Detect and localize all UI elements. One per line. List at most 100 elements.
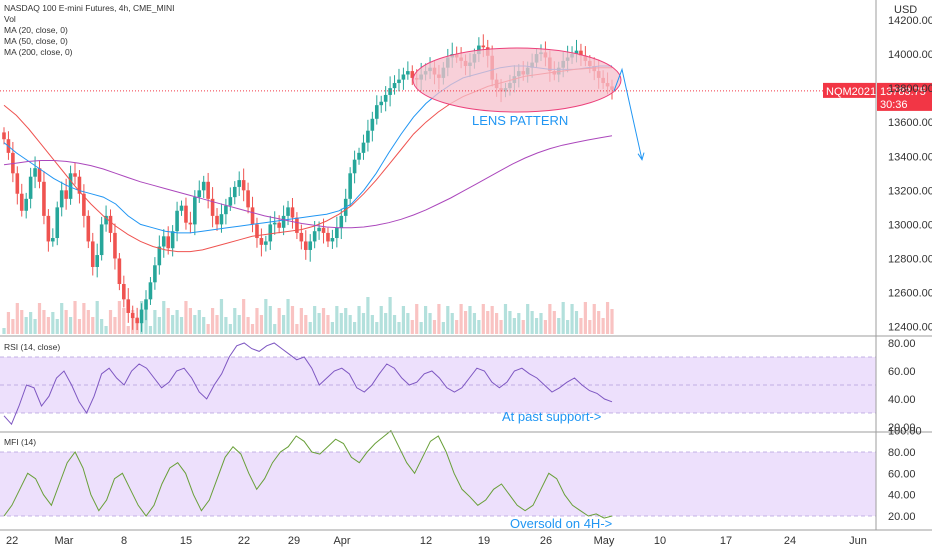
volume-bar	[313, 306, 317, 334]
volume-bar	[486, 311, 490, 334]
mfi-tick-label: 80.00	[888, 447, 916, 459]
candle-body	[126, 299, 131, 313]
price-tick-label: 13000.00	[888, 219, 932, 231]
price-tick-label: 13400.00	[888, 151, 932, 163]
volume-bar	[437, 304, 441, 334]
time-tick-label: 17	[720, 535, 732, 547]
candle-body	[241, 180, 246, 191]
volume-bar	[162, 301, 166, 334]
volume-bar	[64, 310, 68, 334]
mfi-tick-label: 60.00	[888, 468, 916, 480]
volume-bar	[597, 311, 601, 334]
mfi-pane[interactable]: Oversold on 4H->	[0, 429, 876, 531]
volume-bar	[295, 324, 299, 334]
volume-bar	[499, 320, 503, 334]
candle-body	[144, 299, 148, 310]
candle-body	[401, 74, 406, 80]
volume-bar	[193, 315, 197, 334]
volume-bar	[281, 315, 286, 334]
candle-body	[361, 142, 366, 153]
volume-bar	[273, 324, 277, 334]
volume-bar	[459, 304, 463, 334]
ma50-label: MA (50, close, 0)	[4, 36, 68, 46]
volume-bar	[481, 304, 485, 334]
candle-body	[15, 173, 20, 194]
volume-bar	[566, 320, 570, 334]
candle-body	[24, 198, 28, 211]
volume-bar	[122, 308, 126, 334]
candle-body	[357, 152, 361, 160]
symbol-title: NASDAQ 100 E-mini Futures, 4h, CME_MINI	[4, 3, 175, 13]
volume-bar	[348, 315, 352, 334]
ma200-label: MA (200, close, 0)	[4, 47, 73, 57]
candle-body	[68, 173, 73, 199]
candle-body	[113, 232, 117, 259]
volume-bar	[233, 308, 237, 334]
volume-bar	[352, 322, 357, 334]
volume-bar	[148, 326, 153, 334]
candle-body	[64, 190, 68, 199]
volume-bar	[242, 299, 246, 334]
price-tick-label: 14200.00	[888, 15, 932, 27]
candle-body	[410, 71, 415, 78]
candle-body	[51, 238, 55, 242]
volume-bar	[424, 306, 428, 334]
price-tick-label: 13600.00	[888, 117, 932, 129]
volume-bar	[530, 311, 534, 334]
candle-body	[574, 50, 579, 55]
volume-bar	[512, 318, 516, 334]
volume-bar	[77, 319, 82, 334]
candle-body	[19, 193, 24, 211]
volume-bar	[397, 322, 401, 334]
volume-bar	[33, 319, 37, 334]
candle-body	[108, 215, 113, 233]
volume-bar	[335, 306, 339, 334]
projection-arrowhead	[637, 152, 645, 161]
volume-bar	[108, 310, 113, 334]
volume-bar	[224, 317, 228, 334]
candle-body	[246, 190, 250, 208]
volume-bar	[277, 308, 281, 334]
volume-bar	[410, 320, 414, 334]
candle-body	[193, 197, 197, 225]
volume-bar	[463, 311, 468, 334]
candle-body	[201, 181, 206, 191]
volume-bar	[184, 301, 188, 334]
volume-bar	[583, 302, 587, 334]
candle-body	[290, 207, 295, 218]
volume-bar	[552, 311, 556, 334]
candle-body	[335, 227, 339, 239]
volume-bar	[15, 303, 19, 334]
volume-bar	[557, 318, 561, 334]
mfi-label: MFI (14)	[4, 437, 37, 447]
ma200-line	[3, 135, 613, 229]
candle-body	[232, 186, 237, 198]
candle-body	[73, 173, 77, 177]
volume-bar	[490, 306, 494, 334]
volume-bar	[219, 299, 224, 334]
volume-bar	[153, 310, 157, 334]
candle-body	[237, 180, 242, 187]
rsi-tick-label: 60.00	[888, 366, 916, 378]
candle-body	[303, 241, 308, 250]
volume-bar	[55, 319, 59, 334]
lens-ellipse	[412, 47, 622, 113]
candle-body	[259, 238, 264, 245]
candle-body	[2, 132, 6, 140]
volume-bar	[286, 299, 290, 334]
volume-bar	[357, 306, 361, 334]
symbol-badge	[823, 82, 876, 98]
rsi-label: RSI (14, close)	[4, 342, 61, 352]
candle-body	[281, 215, 286, 228]
rsi-pane[interactable]: At past support->	[0, 342, 876, 426]
volume-bar	[441, 322, 445, 334]
candle-body	[42, 181, 46, 216]
volume-bar	[384, 313, 388, 334]
candle-body	[312, 231, 317, 242]
volume-bar	[375, 322, 379, 334]
time-tick-label: 29	[288, 535, 300, 547]
price-badge	[877, 82, 932, 111]
volume-bar	[432, 320, 437, 334]
